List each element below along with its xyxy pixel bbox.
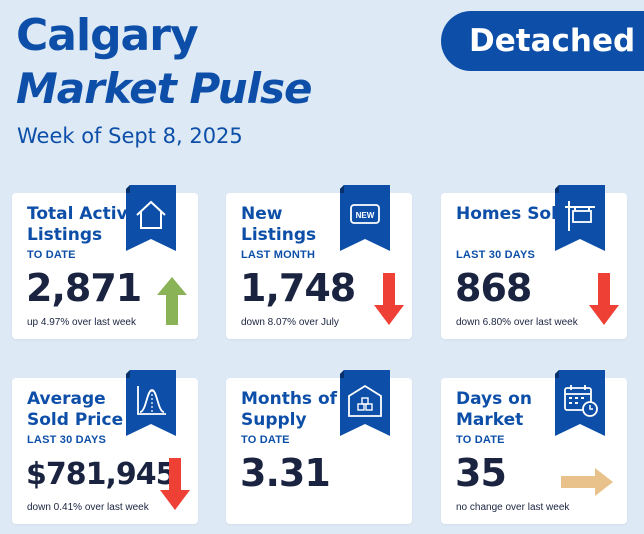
ribbon — [126, 185, 176, 251]
card-homes-sold: Homes Sold LAST 30 DAYS 868 down 6.80% o… — [441, 185, 627, 339]
calendar-clock-icon — [564, 385, 598, 417]
ribbon — [555, 185, 605, 251]
arrow-up-icon — [157, 277, 187, 325]
card-period: TO DATE — [241, 434, 290, 446]
card-period: LAST 30 DAYS — [27, 434, 107, 446]
card-value: 868 — [455, 266, 532, 310]
card-value: 1,748 — [240, 266, 356, 310]
card-period: TO DATE — [456, 434, 505, 446]
card-value: 35 — [455, 451, 507, 495]
card-label: Total Active Listings — [27, 204, 140, 245]
badge-label: Detached — [469, 23, 636, 59]
title-city: Calgary — [16, 10, 199, 61]
card-months-of-supply: Months of Supply TO DATE 3.31 — [226, 370, 412, 524]
new-tag-text: NEW — [356, 211, 375, 220]
card-label: Days on Market — [456, 389, 532, 430]
house-icon — [136, 200, 166, 229]
card-label: Months of Supply — [241, 389, 338, 430]
title-market-pulse: Market Pulse — [16, 64, 313, 113]
card-label: Average Sold Price — [27, 389, 124, 430]
new-tag-icon: NEW — [350, 204, 380, 224]
card-change: up 4.97% over last week — [27, 317, 136, 328]
card-change: no change over last week — [456, 502, 570, 513]
card-period: LAST MONTH — [241, 249, 316, 261]
card-label: New Listings — [241, 204, 317, 245]
ribbon — [126, 370, 176, 436]
property-type-badge: Detached — [441, 11, 644, 71]
distribution-chart-icon — [137, 386, 166, 415]
card-label: Homes Sold — [456, 204, 570, 224]
card-new-listings: New Listings LAST MONTH 1,748 down 8.07%… — [226, 185, 412, 339]
card-change: down 0.41% over last week — [27, 502, 149, 513]
ribbon — [555, 370, 605, 436]
card-value: 3.31 — [240, 451, 331, 495]
arrow-down-icon — [374, 273, 404, 325]
ribbon: NEW — [340, 185, 390, 251]
subtitle-week: Week of Sept 8, 2025 — [17, 124, 243, 148]
card-days-on-market: Days on Market TO DATE 35 no change over… — [441, 370, 627, 524]
card-total-active-listings: Total Active Listings TO DATE 2,871 up 4… — [12, 185, 198, 339]
card-average-sold-price: Average Sold Price LAST 30 DAYS $781,945… — [12, 370, 198, 524]
card-value: 2,871 — [26, 266, 142, 310]
ribbon — [340, 370, 390, 436]
card-change: down 6.80% over last week — [456, 317, 578, 328]
arrow-right-icon — [561, 468, 613, 496]
card-change: down 8.07% over July — [241, 317, 339, 328]
card-period: TO DATE — [27, 249, 76, 261]
arrow-down-icon — [160, 458, 190, 510]
arrow-down-icon — [589, 273, 619, 325]
card-period: LAST 30 DAYS — [456, 249, 536, 261]
warehouse-icon — [348, 384, 382, 417]
sold-sign-icon — [565, 201, 595, 231]
card-value: $781,945 — [26, 457, 177, 492]
